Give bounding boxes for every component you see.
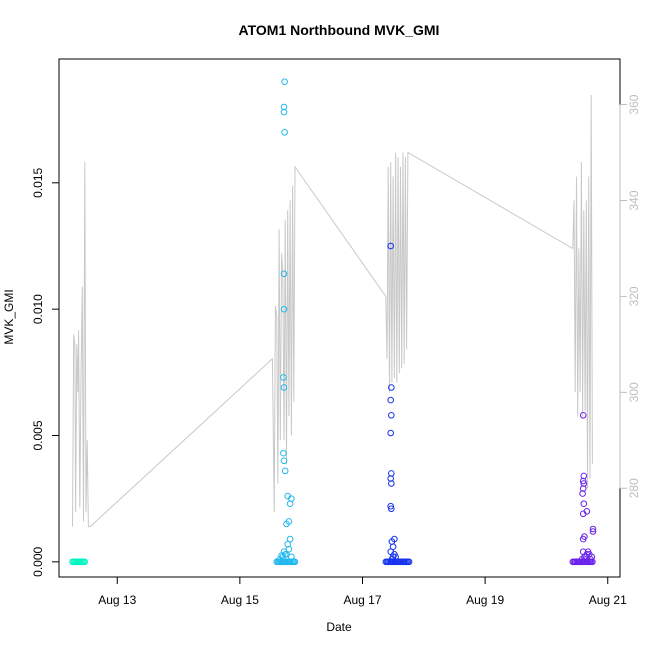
series-points-1 [69,558,89,566]
data-point [388,505,395,513]
data-point [280,108,288,116]
plot-frame [58,58,621,578]
chart-title: ATOM1 Northbound MVK_GMI [239,22,440,38]
data-point [281,467,289,475]
y2-tick-label: 320 [627,286,641,306]
data-point [405,558,413,566]
data-point [580,500,588,508]
data-point [280,270,288,278]
data-point [580,472,588,480]
data-point [387,429,395,437]
data-point [579,490,586,497]
data-point [388,412,395,419]
data-point [579,510,587,518]
data-point [387,502,395,510]
y2-tick-label: 300 [627,382,641,402]
data-point [588,553,596,561]
data-point [280,384,288,391]
axes-layer: Aug 13 Aug 15 Aug 17 Aug 19 Aug 21 0.000 0.005… [31,94,641,607]
x-tick-label: Aug 19 [466,593,504,607]
y-tick-label: 0.005 [31,420,45,450]
data-point [280,457,288,465]
x-tick-label: Aug 15 [221,593,259,607]
data-point [584,548,592,556]
series-points-3 [382,242,413,566]
data-point [392,553,399,561]
series-line-right-axis [72,94,593,528]
data-point [388,480,395,487]
data-point [280,305,288,313]
y-tick-label: 0.010 [31,294,45,324]
data-point [286,535,294,543]
x-tick-label: Aug 13 [98,593,136,607]
data-point [579,412,587,419]
y-axis-label: MVK_GMI [2,289,16,344]
data-point [391,535,398,543]
series-layer [69,78,597,566]
data-point [579,548,587,556]
series-points-4 [569,412,597,566]
x-tick-label: Aug 21 [589,593,627,607]
data-point [288,553,295,561]
data-point [280,103,288,111]
y2-tick-label: 360 [627,94,641,114]
data-point [281,129,288,136]
data-point [589,528,597,535]
data-point [280,374,287,381]
data-point [280,449,287,457]
data-point [589,525,597,533]
data-point [387,242,395,250]
data-point [581,533,588,540]
data-point [284,540,292,548]
data-point [291,558,299,566]
x-axis-label: Date [326,620,352,634]
data-point [580,480,588,487]
data-point [387,396,395,404]
y-tick-label: 0.015 [31,167,45,197]
x-tick-label: Aug 17 [343,593,381,607]
y-tick-label: 0.000 [31,546,45,576]
series-points-2 [273,78,299,566]
data-point [388,384,395,391]
data-point [81,558,89,566]
data-point [388,470,395,477]
data-point [281,78,288,85]
data-point [283,520,290,528]
data-point [284,492,292,500]
y2-tick-label: 280 [627,478,641,498]
y2-tick-label: 340 [627,190,641,210]
